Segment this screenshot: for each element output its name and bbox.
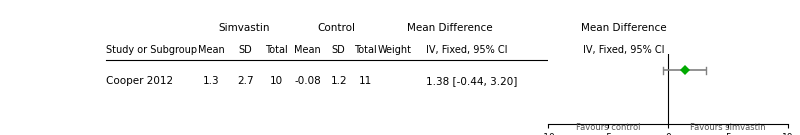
- Text: Mean Difference: Mean Difference: [407, 23, 493, 33]
- Text: Mean: Mean: [198, 45, 225, 55]
- Text: Total: Total: [354, 45, 377, 55]
- Text: 11: 11: [358, 76, 372, 86]
- Text: Weight: Weight: [378, 45, 411, 55]
- Text: IV, Fixed, 95% CI: IV, Fixed, 95% CI: [583, 45, 665, 55]
- Text: Mean Difference: Mean Difference: [581, 23, 666, 33]
- Text: SD: SD: [239, 45, 253, 55]
- Text: 2.7: 2.7: [238, 76, 254, 86]
- Text: SD: SD: [332, 45, 346, 55]
- Text: Favours simvastin: Favours simvastin: [690, 123, 766, 132]
- Text: Mean: Mean: [294, 45, 321, 55]
- Text: Control: Control: [318, 23, 355, 33]
- Text: 1.2: 1.2: [330, 76, 347, 86]
- Text: Study or Subgroup: Study or Subgroup: [106, 45, 198, 55]
- Text: -0.08: -0.08: [294, 76, 321, 86]
- Text: Favours control: Favours control: [576, 123, 640, 132]
- Text: Cooper 2012: Cooper 2012: [106, 76, 174, 86]
- Text: Simvastin: Simvastin: [218, 23, 270, 33]
- Text: 1.3: 1.3: [203, 76, 220, 86]
- Text: IV, Fixed, 95% CI: IV, Fixed, 95% CI: [426, 45, 507, 55]
- Text: 10: 10: [270, 76, 283, 86]
- Text: 1.38 [-0.44, 3.20]: 1.38 [-0.44, 3.20]: [426, 76, 517, 86]
- Text: Total: Total: [266, 45, 288, 55]
